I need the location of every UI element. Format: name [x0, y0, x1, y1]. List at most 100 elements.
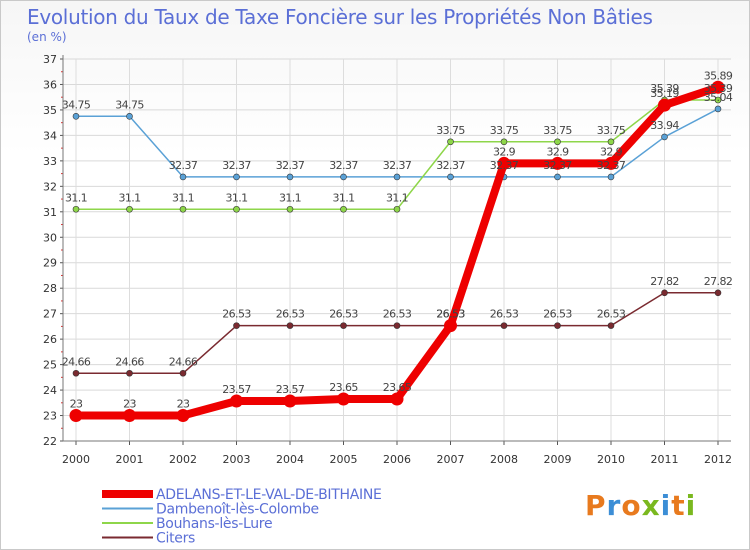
legend: ADELANS-ET-LE-VAL-DE-BITHAINEDambenoît-l…: [102, 487, 382, 547]
data-point: [714, 105, 722, 113]
data-point: [444, 319, 457, 333]
y-tick-label: 35: [43, 104, 57, 117]
data-point: [179, 369, 187, 377]
logo-letter: o: [621, 489, 642, 522]
data-point: [123, 409, 136, 423]
data-label: 34.75: [115, 98, 144, 111]
proxiti-logo: Proxiti: [585, 489, 696, 522]
data-label: 32.9: [600, 145, 623, 158]
data-label: 31.1: [386, 191, 408, 204]
legend-entry: ADELANS-ET-LE-VAL-DE-BITHAINE: [156, 487, 382, 503]
logo-letter: x: [641, 489, 661, 522]
data-label: 31.1: [65, 191, 87, 204]
data-label: 35.89: [704, 69, 733, 82]
data-label: 24.66: [169, 355, 198, 368]
data-point: [661, 289, 668, 297]
logo-letter: P: [585, 489, 607, 522]
data-point: [661, 133, 668, 141]
data-point: [126, 113, 133, 120]
y-tick-label: 32: [43, 180, 57, 193]
x-tick-label: 2007: [437, 453, 465, 466]
data-point: [607, 138, 615, 146]
data-point: [72, 369, 80, 377]
data-point: [72, 113, 80, 120]
data-point: [393, 322, 401, 329]
data-label: 27.82: [650, 275, 679, 288]
legend-entry: Dambenoît-lès-Colombe: [156, 502, 319, 518]
y-tick-label: 31: [43, 206, 57, 219]
data-point: [340, 173, 347, 181]
y-tick-label: 28: [43, 282, 57, 295]
data-label: 27.82: [704, 275, 733, 288]
data-point: [500, 138, 508, 146]
y-tick-label: 33: [43, 155, 57, 168]
data-label: 33.94: [650, 119, 679, 132]
data-label: 35.39: [650, 82, 679, 95]
logo-letter: r: [606, 489, 622, 522]
x-tick-label: 2001: [116, 453, 144, 466]
data-point: [714, 289, 722, 297]
data-label: 32.37: [329, 159, 358, 172]
data-point: [500, 322, 508, 329]
y-unit-label: (en %): [27, 30, 67, 44]
x-tick-label: 2010: [597, 453, 625, 466]
y-tick-label: 23: [43, 410, 57, 423]
data-label: 23.65: [383, 381, 412, 394]
data-point: [393, 173, 401, 181]
data-point: [233, 205, 240, 213]
data-label: 32.37: [543, 159, 572, 172]
data-label: 24.66: [62, 355, 91, 368]
data-label: 23.57: [222, 383, 251, 396]
data-point: [554, 173, 561, 181]
data-label: 24.66: [115, 355, 144, 368]
data-point: [658, 98, 671, 112]
data-label: 31.1: [172, 191, 194, 204]
data-point: [126, 205, 133, 213]
data-label: 23: [70, 398, 83, 411]
data-label: 31.1: [279, 191, 301, 204]
legend-entry: Bouhans-lès-Lure: [156, 516, 272, 532]
x-tick-label: 2000: [62, 453, 90, 466]
data-point: [286, 205, 294, 213]
data-label: 32.37: [276, 159, 305, 172]
data-label: 23: [177, 398, 190, 411]
data-point: [607, 173, 615, 181]
data-label: 35.19: [650, 87, 679, 100]
y-tick-label: 27: [43, 308, 57, 321]
x-tick-label: 2009: [544, 453, 572, 466]
data-point: [604, 156, 618, 170]
data-label: 23.65: [329, 381, 358, 394]
y-tick-label: 25: [43, 359, 57, 372]
y-tick-label: 24: [43, 384, 57, 397]
x-tick-label: 2008: [490, 453, 518, 466]
y-tick-label: 34: [43, 129, 57, 142]
data-label: 33.75: [490, 124, 519, 137]
data-label: 26.53: [383, 308, 412, 321]
data-point: [714, 96, 722, 104]
data-point: [497, 156, 511, 170]
logo-letter: i: [685, 489, 697, 522]
data-point: [447, 173, 454, 181]
axes: 22 23 24 25 26 27 28 29 30 31 32 33 34 35 36 37 2000 2001…: [43, 53, 732, 466]
x-tick-label: 2004: [276, 453, 304, 466]
data-point: [554, 138, 561, 146]
y-tick-label: 37: [43, 53, 57, 66]
legend-entry: Citers: [156, 531, 195, 547]
data-label: 26.53: [543, 308, 572, 321]
data-label: 33.75: [597, 124, 626, 137]
data-label: 32.37: [490, 159, 519, 172]
data-label: 32.9: [493, 145, 516, 158]
logo-letter: t: [671, 489, 686, 522]
data-label: 32.37: [436, 159, 465, 172]
data-point: [554, 322, 561, 329]
x-tick-label: 2003: [223, 453, 251, 466]
data-point: [286, 173, 294, 181]
data-point: [179, 205, 187, 213]
data-label: 32.37: [597, 159, 626, 172]
data-label: 34.75: [62, 98, 91, 111]
data-label: 23: [123, 398, 136, 411]
data-label: 26.53: [329, 308, 358, 321]
data-point: [179, 173, 187, 181]
data-point: [69, 409, 83, 423]
